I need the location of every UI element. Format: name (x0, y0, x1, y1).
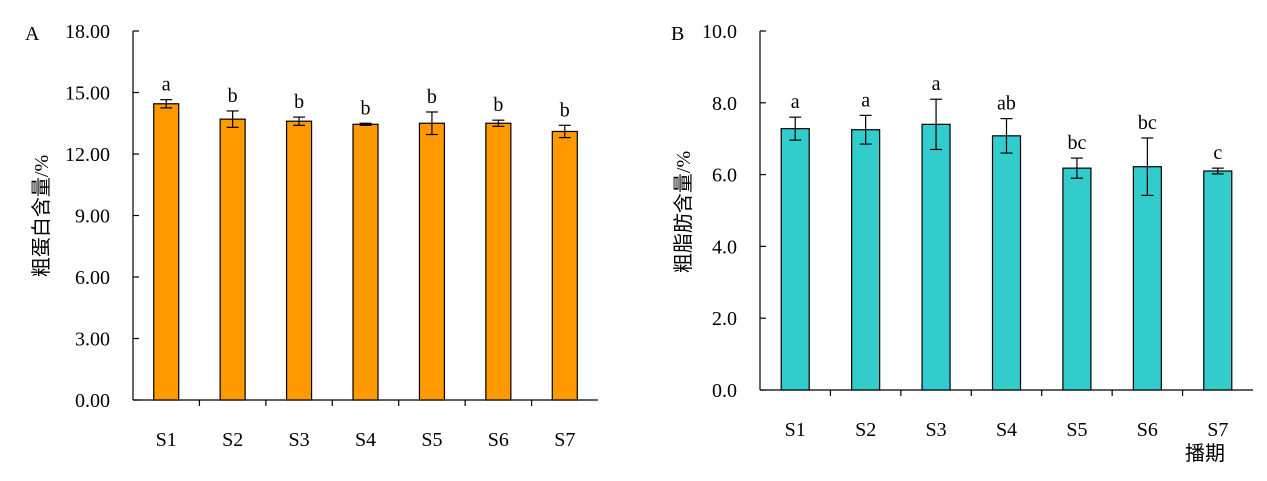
significance-label: a (932, 73, 941, 95)
y-tick-label: 18.00 (65, 21, 110, 43)
y-tick-label: 6.0 (712, 165, 737, 187)
bar (851, 129, 881, 391)
x-tick-label: S3 (926, 419, 947, 441)
bar (285, 120, 313, 401)
x-tick-label: S5 (1066, 419, 1087, 441)
x-tick-label: S3 (289, 429, 310, 451)
bar (219, 118, 246, 401)
y-axis-label: 粗脂肪含量/% (672, 151, 695, 273)
y-axis-label: 粗蛋白含量/% (30, 155, 53, 277)
significance-label: a (162, 74, 171, 96)
y-tick-label: 0.0 (712, 380, 737, 402)
y-tick-label: 0.00 (75, 390, 110, 412)
panel-label: B (671, 23, 684, 45)
bar (780, 128, 810, 391)
x-ticks: S1 S2 S3 S4 S5 S6 S7 (156, 400, 575, 451)
error-bars (160, 99, 571, 139)
y-tick-label: 9.00 (75, 206, 110, 228)
x-tick-label: S6 (488, 429, 509, 451)
significance-label: a (861, 89, 870, 111)
y-tick-label: 8.0 (712, 93, 737, 115)
significance-label: b (493, 94, 503, 116)
significance-label: ab (997, 93, 1016, 115)
significance-label: b (427, 86, 437, 108)
bars (153, 103, 578, 401)
bar (1132, 166, 1162, 391)
y-ticks: 0.0 2.0 4.0 6.0 8.0 10.0 (702, 21, 766, 402)
y-tick-label: 4.0 (712, 236, 737, 258)
y-tick-label: 3.00 (75, 329, 110, 351)
significance-label: bc (1138, 112, 1157, 134)
x-tick-label: S4 (996, 419, 1017, 441)
y-tick-label: 6.00 (75, 267, 110, 289)
x-tick-label: S2 (855, 419, 876, 441)
y-tick-label: 12.00 (65, 144, 110, 166)
x-ticks: S1 S2 S3 S4 S5 S6 S7 (785, 390, 1228, 441)
bar (418, 122, 446, 401)
x-tick-label: S1 (785, 419, 806, 441)
x-tick-label: S5 (421, 429, 442, 451)
y-ticks: 0.00 3.00 6.00 9.00 12.00 15.00 18.00 (65, 21, 139, 412)
bar (551, 130, 578, 401)
significance-labels: a a a ab bc bc c (791, 73, 1223, 164)
significance-label: b (361, 97, 371, 119)
significance-label: a (791, 91, 800, 113)
significance-labels: a b b b b b b (162, 74, 570, 122)
significance-label: b (228, 85, 238, 107)
x-tick-label: S7 (1207, 419, 1228, 441)
significance-label: b (560, 99, 570, 121)
y-tick-label: 15.00 (65, 83, 110, 105)
bar (1203, 170, 1233, 391)
x-tick-label: S1 (156, 429, 177, 451)
x-tick-label: S2 (222, 429, 243, 451)
y-tick-label: 10.0 (702, 21, 737, 43)
significance-label: b (294, 91, 304, 113)
x-tick-label: S7 (554, 429, 575, 451)
chart-panel-b: B 粗脂肪含量/% 0.0 2.0 4.0 6.0 8.0 10.0 a a a ab bc bc c… (671, 21, 1253, 465)
bar (153, 103, 180, 401)
x-tick-label: S6 (1137, 419, 1158, 441)
significance-label: bc (1067, 132, 1086, 154)
bar (1062, 167, 1092, 391)
y-tick-label: 2.0 (712, 308, 737, 330)
error-bars (789, 98, 1224, 197)
bar (352, 123, 379, 401)
chart-panel-a: A 粗蛋白含量/% 0.00 3.00 6.00 9.00 12.00 15.00 18.0… (25, 21, 598, 451)
x-axis-label: 播期 (1185, 442, 1225, 465)
x-tick-label: S4 (355, 429, 376, 451)
significance-label: c (1213, 142, 1222, 164)
bar (921, 123, 951, 391)
bar (485, 122, 512, 401)
bar (991, 135, 1022, 391)
bars (780, 123, 1233, 391)
panel-label: A (25, 23, 40, 45)
